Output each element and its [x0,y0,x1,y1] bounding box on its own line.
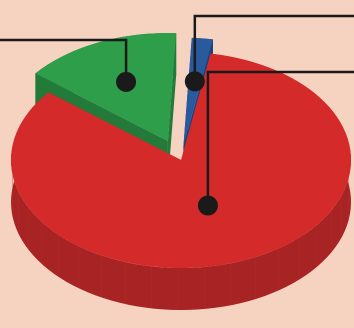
slice-tops-layer [11,33,352,269]
leader-line-2 [193,14,354,82]
slice-cut-face-1-1 [167,33,177,184]
leader-dot-2 [184,71,205,92]
leader-dot-1 [116,71,137,92]
leader-line-0 [206,70,354,206]
leader-lines-layer [0,14,354,216]
pie-slice-2 [183,37,213,146]
leader-line-1 [0,38,128,82]
pie-slice-0 [11,53,352,269]
pie-slice-1 [35,33,177,142]
leader-dot-0 [197,195,218,216]
